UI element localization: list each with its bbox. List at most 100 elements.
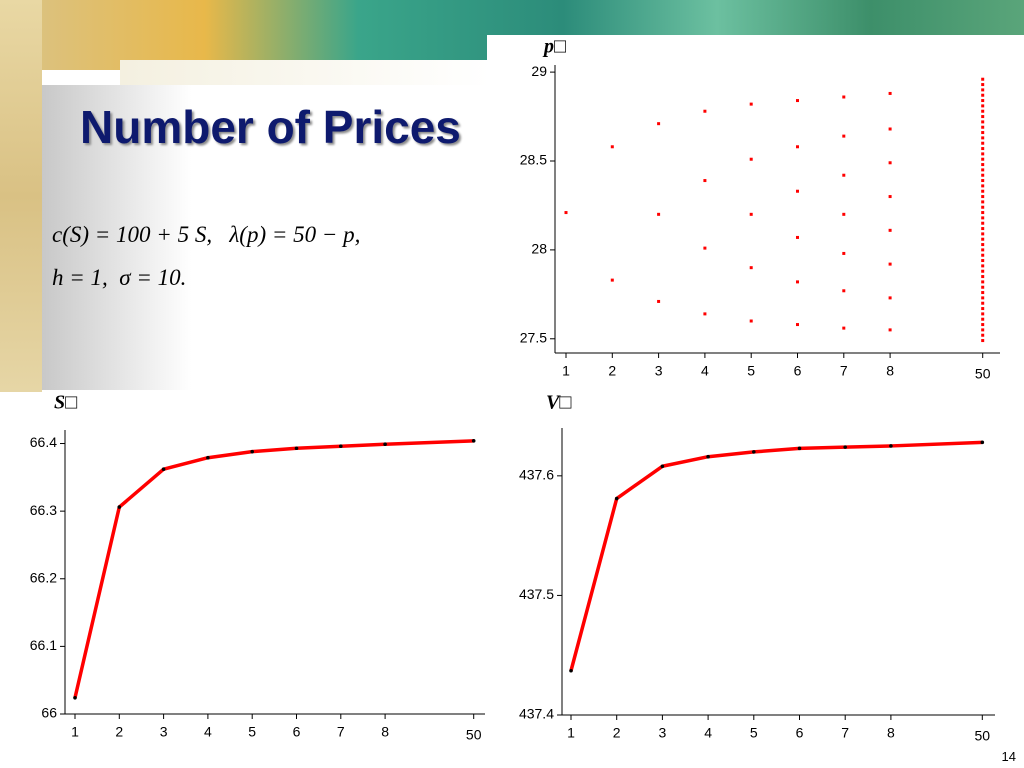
point (981, 232, 985, 236)
point (842, 95, 846, 99)
point (981, 339, 985, 343)
point (749, 319, 753, 323)
point (843, 445, 847, 449)
point (981, 93, 985, 97)
line (569, 440, 983, 672)
point (981, 195, 985, 199)
chart-title: p□ (542, 36, 566, 58)
y-tick-label: 27.5 (520, 329, 547, 345)
y-tick-label: 437.6 (519, 467, 554, 483)
point (981, 83, 985, 87)
point (657, 212, 661, 216)
point (981, 99, 985, 103)
y-tick-label: 66.2 (30, 569, 57, 585)
x-tick-label: 50 (466, 727, 482, 743)
y-tick-label: 66.3 (30, 502, 57, 518)
point (981, 243, 985, 247)
point (657, 122, 661, 126)
x-tick-label: 7 (841, 725, 849, 741)
point (117, 505, 122, 509)
x-tick-label: 3 (659, 725, 667, 741)
point (981, 227, 985, 231)
point (981, 77, 985, 81)
x-tick-label: 2 (115, 724, 123, 740)
point (888, 328, 892, 332)
point (981, 301, 985, 305)
x-tick-label: 4 (204, 724, 212, 740)
point (471, 439, 476, 443)
point (981, 131, 985, 135)
x-tick-label: 1 (71, 724, 79, 740)
y-tick-label: 66 (41, 705, 57, 721)
point (981, 317, 985, 321)
chart-title: V□ (546, 392, 571, 414)
point (796, 323, 799, 327)
point (339, 444, 343, 449)
y-tick-label: 28.5 (520, 152, 547, 168)
point (981, 221, 985, 225)
point (888, 161, 892, 165)
y-tick-label: 29 (531, 63, 547, 79)
point (981, 285, 985, 289)
x-tick-label: 2 (608, 363, 616, 379)
point (981, 269, 985, 273)
point (888, 127, 892, 131)
point (842, 134, 846, 138)
point (981, 163, 985, 167)
chart-title: S□ (54, 392, 77, 414)
point (981, 136, 985, 140)
point (657, 299, 661, 303)
x-tick-label: 3 (655, 363, 663, 379)
point (749, 102, 753, 106)
point (981, 115, 985, 119)
point (383, 442, 387, 447)
point (981, 312, 985, 316)
x-tick-label: 6 (796, 725, 804, 741)
x-tick-label: 8 (381, 724, 389, 740)
point (981, 168, 985, 172)
point (981, 152, 985, 156)
point (981, 120, 985, 124)
point (706, 454, 710, 459)
point (981, 205, 985, 209)
point (981, 200, 985, 204)
point (749, 212, 753, 216)
page-number: 14 (1001, 749, 1016, 764)
point (981, 275, 985, 279)
point (842, 251, 846, 255)
point (889, 444, 893, 448)
point (161, 467, 166, 472)
x-tick-label: 5 (747, 363, 755, 379)
point (294, 446, 299, 451)
point (981, 216, 985, 220)
point (703, 246, 707, 250)
x-tick-label: 6 (293, 724, 301, 740)
point (888, 195, 892, 199)
point (796, 189, 799, 193)
point (703, 109, 707, 113)
point (842, 289, 846, 293)
x-tick-label: 5 (248, 724, 256, 740)
x-tick-label: 8 (886, 363, 894, 379)
point (981, 280, 985, 284)
point (981, 264, 985, 268)
x-tick-label: 6 (794, 363, 802, 379)
point (981, 328, 985, 332)
point (888, 228, 892, 232)
point (250, 449, 254, 454)
formula: h = 1, σ = 10. (52, 265, 187, 290)
point (981, 141, 985, 145)
point (888, 91, 892, 95)
point (842, 212, 846, 216)
x-tick-label: 4 (704, 725, 712, 741)
point (703, 179, 707, 183)
slide-title: Number of Prices (80, 101, 461, 153)
line (73, 439, 474, 699)
point (981, 88, 985, 92)
x-tick-label: 7 (840, 363, 848, 379)
point (981, 248, 985, 252)
x-tick-label: 5 (750, 725, 758, 741)
point (796, 280, 799, 284)
x-tick-label: 1 (567, 725, 575, 741)
